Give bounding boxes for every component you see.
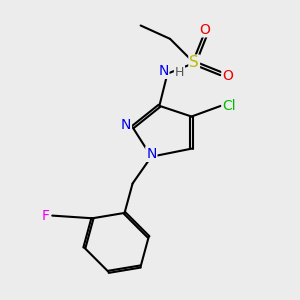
Text: N: N bbox=[146, 147, 157, 161]
Text: N: N bbox=[121, 118, 131, 132]
Text: H: H bbox=[175, 66, 184, 79]
Text: S: S bbox=[189, 56, 199, 70]
Text: O: O bbox=[222, 69, 233, 83]
Text: N: N bbox=[158, 64, 169, 78]
Text: O: O bbox=[200, 22, 210, 37]
Text: F: F bbox=[42, 208, 50, 223]
Text: Cl: Cl bbox=[222, 99, 236, 113]
